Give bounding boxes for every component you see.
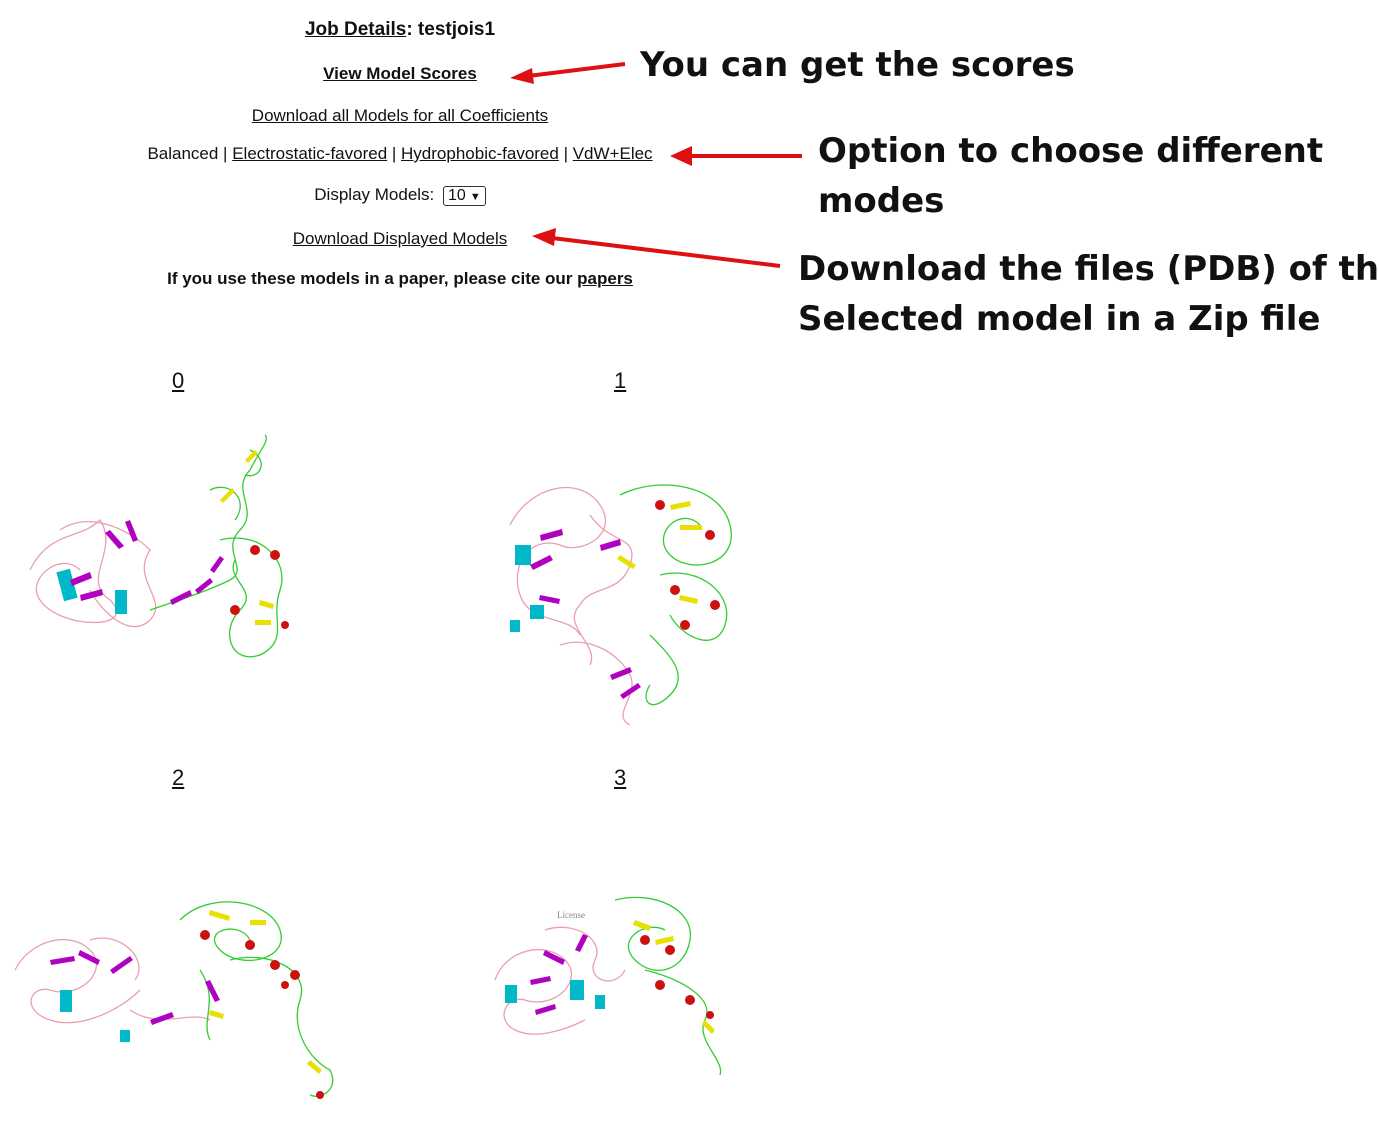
- chevron-down-icon: ▼: [469, 190, 481, 203]
- arrow-download: [551, 236, 781, 268]
- display-models-value: 10: [448, 186, 466, 204]
- job-details-link[interactable]: Job Details: [304, 19, 407, 40]
- mode-separator: |: [218, 144, 233, 163]
- model-2-link[interactable]: 2: [172, 765, 185, 790]
- annotation-modes-line2: modes: [818, 181, 945, 221]
- mode-electrostatic-link[interactable]: Electrostatic-favored: [232, 144, 388, 163]
- model-0-image[interactable]: [20, 430, 310, 670]
- download-displayed-line: Download Displayed Models: [0, 229, 800, 249]
- mode-separator: |: [558, 144, 573, 163]
- job-name: : testjois1: [406, 19, 496, 40]
- model-2-image[interactable]: [10, 890, 350, 1105]
- job-details-line: Job Details: testjois1: [0, 19, 800, 41]
- display-models-line: Display Models: 10 ▼: [0, 185, 800, 206]
- display-models-select[interactable]: 10 ▼: [443, 185, 486, 206]
- citation-line: If you use these models in a paper, plea…: [0, 269, 800, 289]
- mode-hydrophobic-link[interactable]: Hydrophobic-favored: [401, 144, 559, 163]
- papers-link[interactable]: papers: [577, 269, 633, 288]
- model-3-link[interactable]: 3: [614, 765, 627, 790]
- model-3-image[interactable]: License: [485, 890, 735, 1085]
- model-1-image[interactable]: [500, 465, 740, 735]
- annotation-scores: You can get the scores: [640, 45, 1075, 85]
- model-0-link[interactable]: 0: [172, 368, 185, 393]
- model-1-link[interactable]: 1: [614, 368, 627, 393]
- arrow-scores: [527, 62, 626, 78]
- annotation-arrows: [510, 62, 802, 268]
- citation-text: If you use these models in a paper, plea…: [167, 269, 578, 288]
- annotation-download-line2: Selected model in a Zip file: [798, 299, 1321, 339]
- download-all-line: Download all Models for all Coefficients: [0, 106, 800, 126]
- annotation-modes-line1: Option to choose different: [818, 131, 1324, 171]
- download-all-models-link[interactable]: Download all Models for all Coefficients: [251, 106, 549, 125]
- download-displayed-models-link[interactable]: Download Displayed Models: [292, 229, 508, 248]
- mode-separator: |: [387, 144, 402, 163]
- view-scores-line: View Model Scores: [0, 64, 800, 84]
- mode-selector: Balanced | Electrostatic-favored | Hydro…: [0, 144, 800, 164]
- display-models-label: Display Models:: [314, 185, 435, 204]
- mode-vdw-elec-link[interactable]: VdW+Elec: [572, 144, 653, 163]
- annotation-download-line1: Download the files (PDB) of the: [798, 249, 1379, 289]
- watermark-text: License: [557, 910, 585, 920]
- mode-current: Balanced: [147, 144, 219, 163]
- view-model-scores-link[interactable]: View Model Scores: [323, 64, 477, 83]
